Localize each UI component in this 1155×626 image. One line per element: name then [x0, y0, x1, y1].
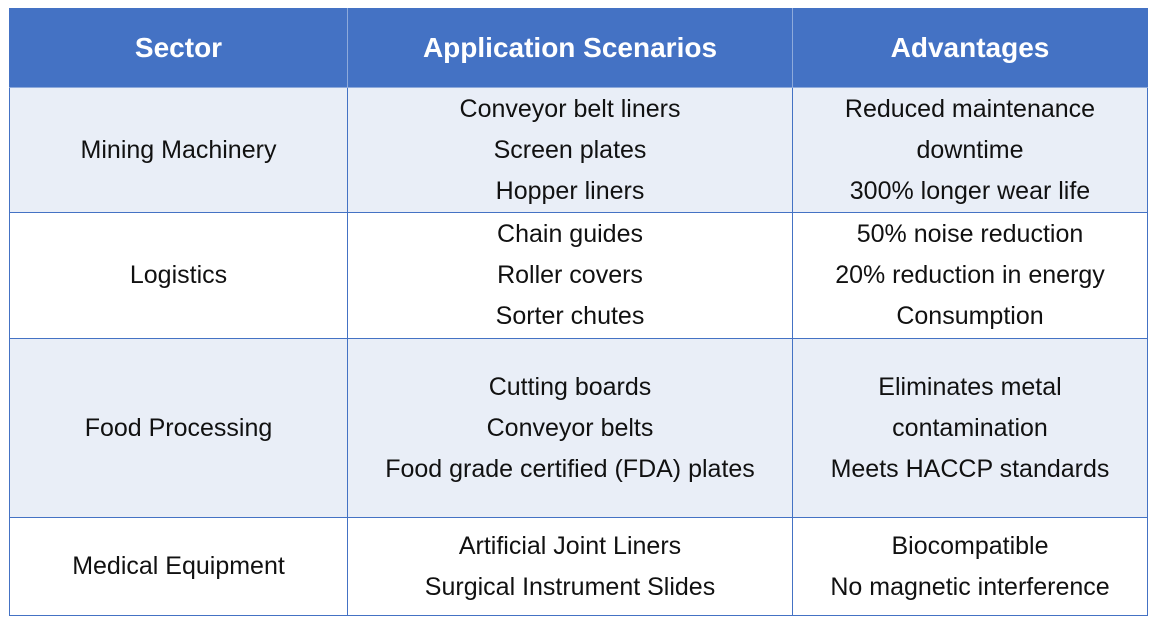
application-item: Roller covers	[497, 261, 643, 289]
table-row: Logistics Chain guides Roller covers Sor…	[9, 212, 1148, 339]
application-item: Chain guides	[497, 220, 643, 248]
table-row: Food Processing Cutting boards Conveyor …	[9, 338, 1148, 518]
advantages-cell: 50% noise reduction 20% reduction in ene…	[792, 212, 1148, 339]
sector-cell: Food Processing	[9, 338, 348, 518]
table-row: Medical Equipment Artificial Joint Liner…	[9, 517, 1148, 616]
sector-applications-table: Sector Application Scenarios Advantages …	[9, 8, 1148, 616]
application-item: Hopper liners	[495, 176, 645, 205]
advantage-item: Eliminates metal	[878, 372, 1062, 401]
sector-cell: Mining Machinery	[9, 87, 348, 213]
advantage-item: 20% reduction in energy	[835, 261, 1105, 289]
advantage-item: Reduced maintenance	[844, 94, 1096, 123]
header-application-scenarios: Application Scenarios	[347, 8, 793, 88]
advantage-item: 50% noise reduction	[856, 220, 1084, 248]
sector-cell: Logistics	[9, 212, 348, 339]
table-row: Mining Machinery Conveyor belt liners Sc…	[9, 87, 1148, 213]
sector-cell: Medical Equipment	[9, 517, 348, 616]
advantage-item: Biocompatible	[891, 531, 1049, 560]
header-sector: Sector	[9, 8, 348, 88]
advantage-item: contamination	[892, 413, 1048, 442]
application-item: Artificial Joint Liners	[458, 531, 682, 560]
application-item: Sorter chutes	[495, 302, 645, 330]
application-item: Conveyor belt liners	[459, 94, 681, 123]
header-row: Sector Application Scenarios Advantages	[9, 8, 1148, 88]
applications-cell: Conveyor belt liners Screen plates Hoppe…	[347, 87, 793, 213]
application-item: Conveyor belts	[486, 413, 654, 442]
applications-cell: Cutting boards Conveyor belts Food grade…	[347, 338, 793, 518]
application-item: Cutting boards	[488, 372, 652, 401]
advantages-cell: Reduced maintenance downtime 300% longer…	[792, 87, 1148, 213]
advantages-cell: Biocompatible No magnetic interference	[792, 517, 1148, 616]
application-item: Screen plates	[493, 135, 647, 164]
advantage-item: Meets HACCP standards	[830, 454, 1110, 483]
application-item: Food grade certified (FDA) plates	[385, 454, 755, 483]
header-advantages: Advantages	[792, 8, 1148, 88]
advantages-cell: Eliminates metal contamination Meets HAC…	[792, 338, 1148, 518]
advantage-item: downtime	[916, 135, 1024, 164]
sector-table-wrapper: Sector Application Scenarios Advantages …	[9, 8, 1148, 616]
applications-cell: Chain guides Roller covers Sorter chutes	[347, 212, 793, 339]
advantage-item: Consumption	[896, 302, 1044, 330]
advantage-item: No magnetic interference	[830, 572, 1110, 601]
advantage-item: 300% longer wear life	[849, 176, 1091, 205]
applications-cell: Artificial Joint Liners Surgical Instrum…	[347, 517, 793, 616]
application-item: Surgical Instrument Slides	[424, 572, 716, 601]
